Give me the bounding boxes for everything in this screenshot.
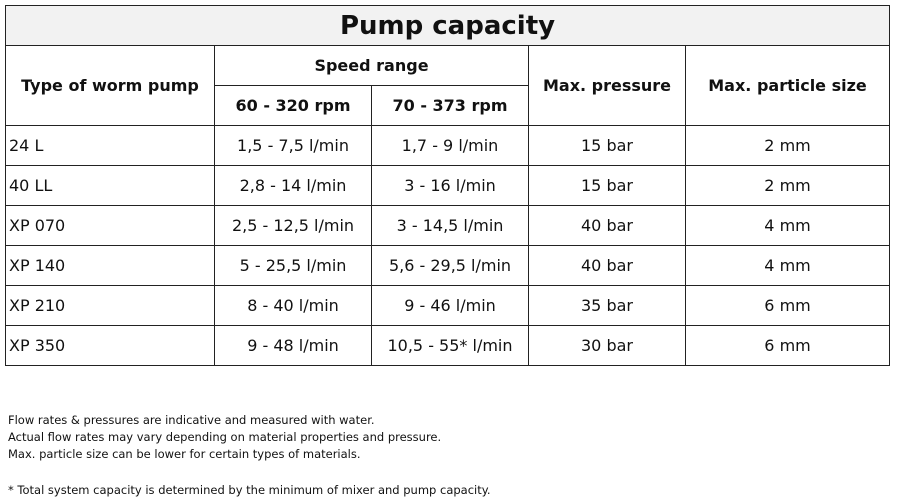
note-line: Max. particle size can be lower for cert… (8, 447, 361, 461)
pump-capacity-table: Pump capacity Type of worm pump Speed ra… (4, 5, 891, 366)
table-row: 40 LL 2,8 - 14 l/min 3 - 16 l/min 15 bar 2 m… (5, 165, 891, 206)
cell-pump-type: XP 210 (5, 285, 215, 326)
cell-max-pressure: 15 bar (528, 165, 686, 206)
cell-speed-70-373: 10,5 - 55* l/min (371, 325, 529, 366)
footnote: * Total system capacity is determined by… (8, 483, 491, 497)
cell-pump-type: XP 350 (5, 325, 215, 366)
cell-max-particle-size: 6 mm (684, 285, 891, 326)
header-type: Type of worm pump (5, 45, 215, 126)
note-line: Flow rates & pressures are indicative an… (8, 413, 375, 427)
cell-max-particle-size: 2 mm (684, 165, 891, 206)
cell-max-particle-size: 4 mm (684, 245, 891, 286)
cell-speed-60-320: 1,5 - 7,5 l/min (214, 125, 372, 166)
cell-max-pressure: 35 bar (528, 285, 686, 326)
table-row: XP 140 5 - 25,5 l/min 5,6 - 29,5 l/min 40 b… (5, 245, 891, 286)
cell-speed-60-320: 2,8 - 14 l/min (214, 165, 372, 206)
note-line: Actual flow rates may vary depending on … (8, 430, 442, 444)
table-body: 24 L 1,5 - 7,5 l/min 1,7 - 9 l/min 15 bar 2 … (5, 125, 891, 366)
cell-speed-60-320: 5 - 25,5 l/min (214, 245, 372, 286)
table-row: XP 350 9 - 48 l/min 10,5 - 55* l/min 30 bar… (5, 325, 891, 366)
cell-speed-70-373: 9 - 46 l/min (371, 285, 529, 326)
cell-max-pressure: 40 bar (528, 245, 686, 286)
cell-speed-60-320: 2,5 - 12,5 l/min (214, 205, 372, 246)
cell-max-pressure: 40 bar (528, 205, 686, 246)
cell-pump-type: 40 LL (5, 165, 215, 206)
cell-max-pressure: 30 bar (528, 325, 686, 366)
header-speed-70-373: 70 - 373 rpm (371, 85, 529, 126)
header-speed-60-320: 60 - 320 rpm (214, 85, 372, 126)
header-max-pressure: Max. pressure (528, 45, 686, 126)
notes: Flow rates & pressures are indicative an… (8, 412, 441, 463)
cell-max-particle-size: 6 mm (684, 325, 891, 366)
cell-max-pressure: 15 bar (528, 125, 686, 166)
cell-speed-60-320: 9 - 48 l/min (214, 325, 372, 366)
table-row: 24 L 1,5 - 7,5 l/min 1,7 - 9 l/min 15 bar 2 … (5, 125, 891, 166)
cell-max-particle-size: 2 mm (684, 125, 891, 166)
header-row-sub: 60 - 320 rpm 70 - 373 rpm (6, 85, 890, 126)
cell-speed-70-373: 3 - 14,5 l/min (371, 205, 529, 246)
cell-pump-type: XP 140 (5, 245, 215, 286)
cell-speed-70-373: 3 - 16 l/min (371, 165, 529, 206)
cell-speed-70-373: 1,7 - 9 l/min (371, 125, 529, 166)
header-row-main: Type of worm pump Speed range Max. press… (5, 45, 891, 126)
cell-speed-70-373: 5,6 - 29,5 l/min (371, 245, 529, 286)
table-row: XP 210 8 - 40 l/min 9 - 46 l/min 35 bar 6 mm (5, 285, 891, 326)
cell-max-particle-size: 4 mm (684, 205, 891, 246)
cell-pump-type: 24 L (5, 125, 215, 166)
title-row: Pump capacity (4, 5, 891, 46)
header-max-particle-size: Max. particle size (684, 45, 891, 126)
cell-speed-60-320: 8 - 40 l/min (214, 285, 372, 326)
table-row: XP 070 2,5 - 12,5 l/min 3 - 14,5 l/min 40 b… (5, 205, 891, 246)
header-speed-range: Speed range (214, 45, 529, 86)
cell-pump-type: XP 070 (5, 205, 215, 246)
table-title: Pump capacity (4, 5, 891, 46)
